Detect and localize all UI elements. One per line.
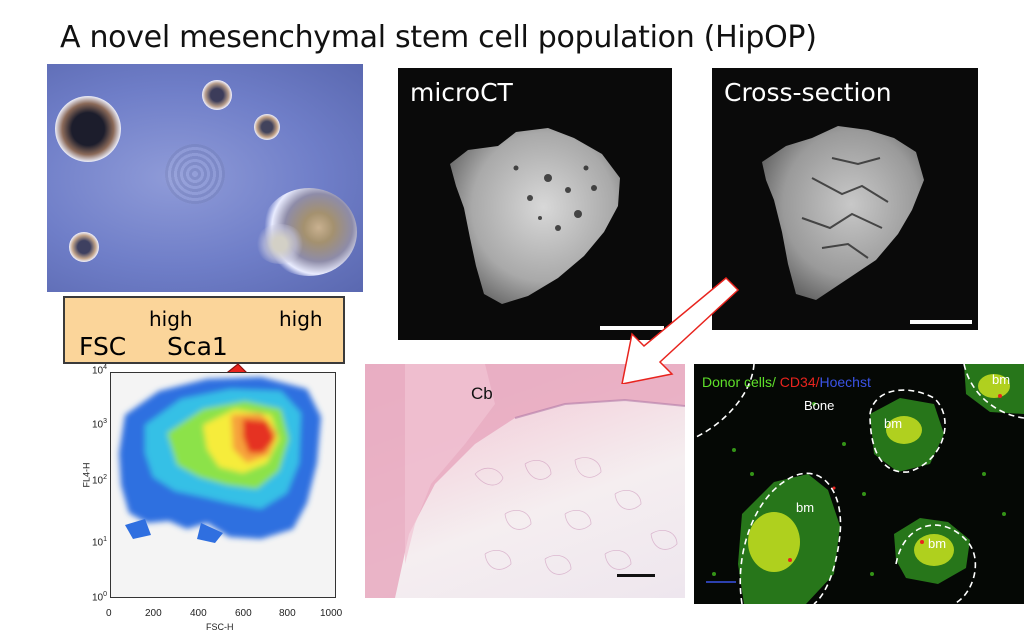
bm-label: bm <box>928 536 947 551</box>
cell-small <box>202 80 232 110</box>
bm-label: bm <box>796 500 815 515</box>
y-tick: 102 <box>92 474 108 487</box>
bone-label: Bone <box>804 398 835 413</box>
x-tick: 600 <box>235 608 252 619</box>
scale-bar <box>600 326 664 330</box>
histology-panel: Cb <box>365 364 685 598</box>
legend-hoechst: Hoechst <box>819 374 871 390</box>
cell-small <box>69 232 99 262</box>
x-tick: 1000 <box>320 608 343 619</box>
fluorescence-panel: Donor cells/ CD34/Hoechst Bone bm bm bm … <box>694 364 1024 604</box>
cell-debris <box>255 224 305 264</box>
x-axis-label: FSC-H <box>206 622 234 632</box>
density-cloud <box>119 377 321 543</box>
legend-donor-cells: Donor cells/ <box>702 374 776 390</box>
fsc-superscript: high <box>149 307 193 331</box>
fluorescence-legend: Donor cells/ CD34/Hoechst <box>702 374 871 390</box>
y-tick: 104 <box>92 364 108 377</box>
microct-bone-image <box>450 128 620 304</box>
cell-ring <box>165 144 225 204</box>
bm-label: bm <box>992 372 1011 387</box>
histology-image <box>365 364 685 598</box>
microct-panel: microCT <box>398 68 672 340</box>
cell-small <box>254 114 280 140</box>
y-tick: 101 <box>92 536 108 549</box>
sca1-superscript: high <box>279 307 323 331</box>
cross-section-panel: Cross-section <box>712 68 978 330</box>
x-tick: 200 <box>145 608 162 619</box>
cross-section-label: Cross-section <box>724 78 892 107</box>
fluorescence-image <box>694 364 1024 604</box>
cell-large <box>55 96 121 162</box>
fsc-label: FSC <box>79 332 127 361</box>
sca1-label: Sca1 <box>167 332 228 361</box>
flow-cytometry-plot <box>110 372 336 598</box>
cross-section-bone-image <box>762 126 924 300</box>
y-tick: 103 <box>92 418 108 431</box>
bm-label: bm <box>884 416 903 431</box>
x-tick: 400 <box>190 608 207 619</box>
y-tick: 100 <box>92 591 108 604</box>
cell-micrograph <box>47 64 363 292</box>
scale-bar <box>910 320 972 324</box>
scale-bar <box>617 574 655 577</box>
x-tick: 0 <box>106 608 112 619</box>
x-tick: 800 <box>279 608 296 619</box>
cb-label: Cb <box>471 384 493 403</box>
legend-cd34: CD34/ <box>775 374 820 390</box>
fsc-sca1-label-box: FSC high Sca1 high <box>63 296 345 364</box>
slide-title: A novel mesenchymal stem cell population… <box>60 20 817 55</box>
microct-label: microCT <box>410 78 513 107</box>
y-axis-label: FL4-H <box>81 462 92 488</box>
white-outline-arrow <box>621 276 740 384</box>
